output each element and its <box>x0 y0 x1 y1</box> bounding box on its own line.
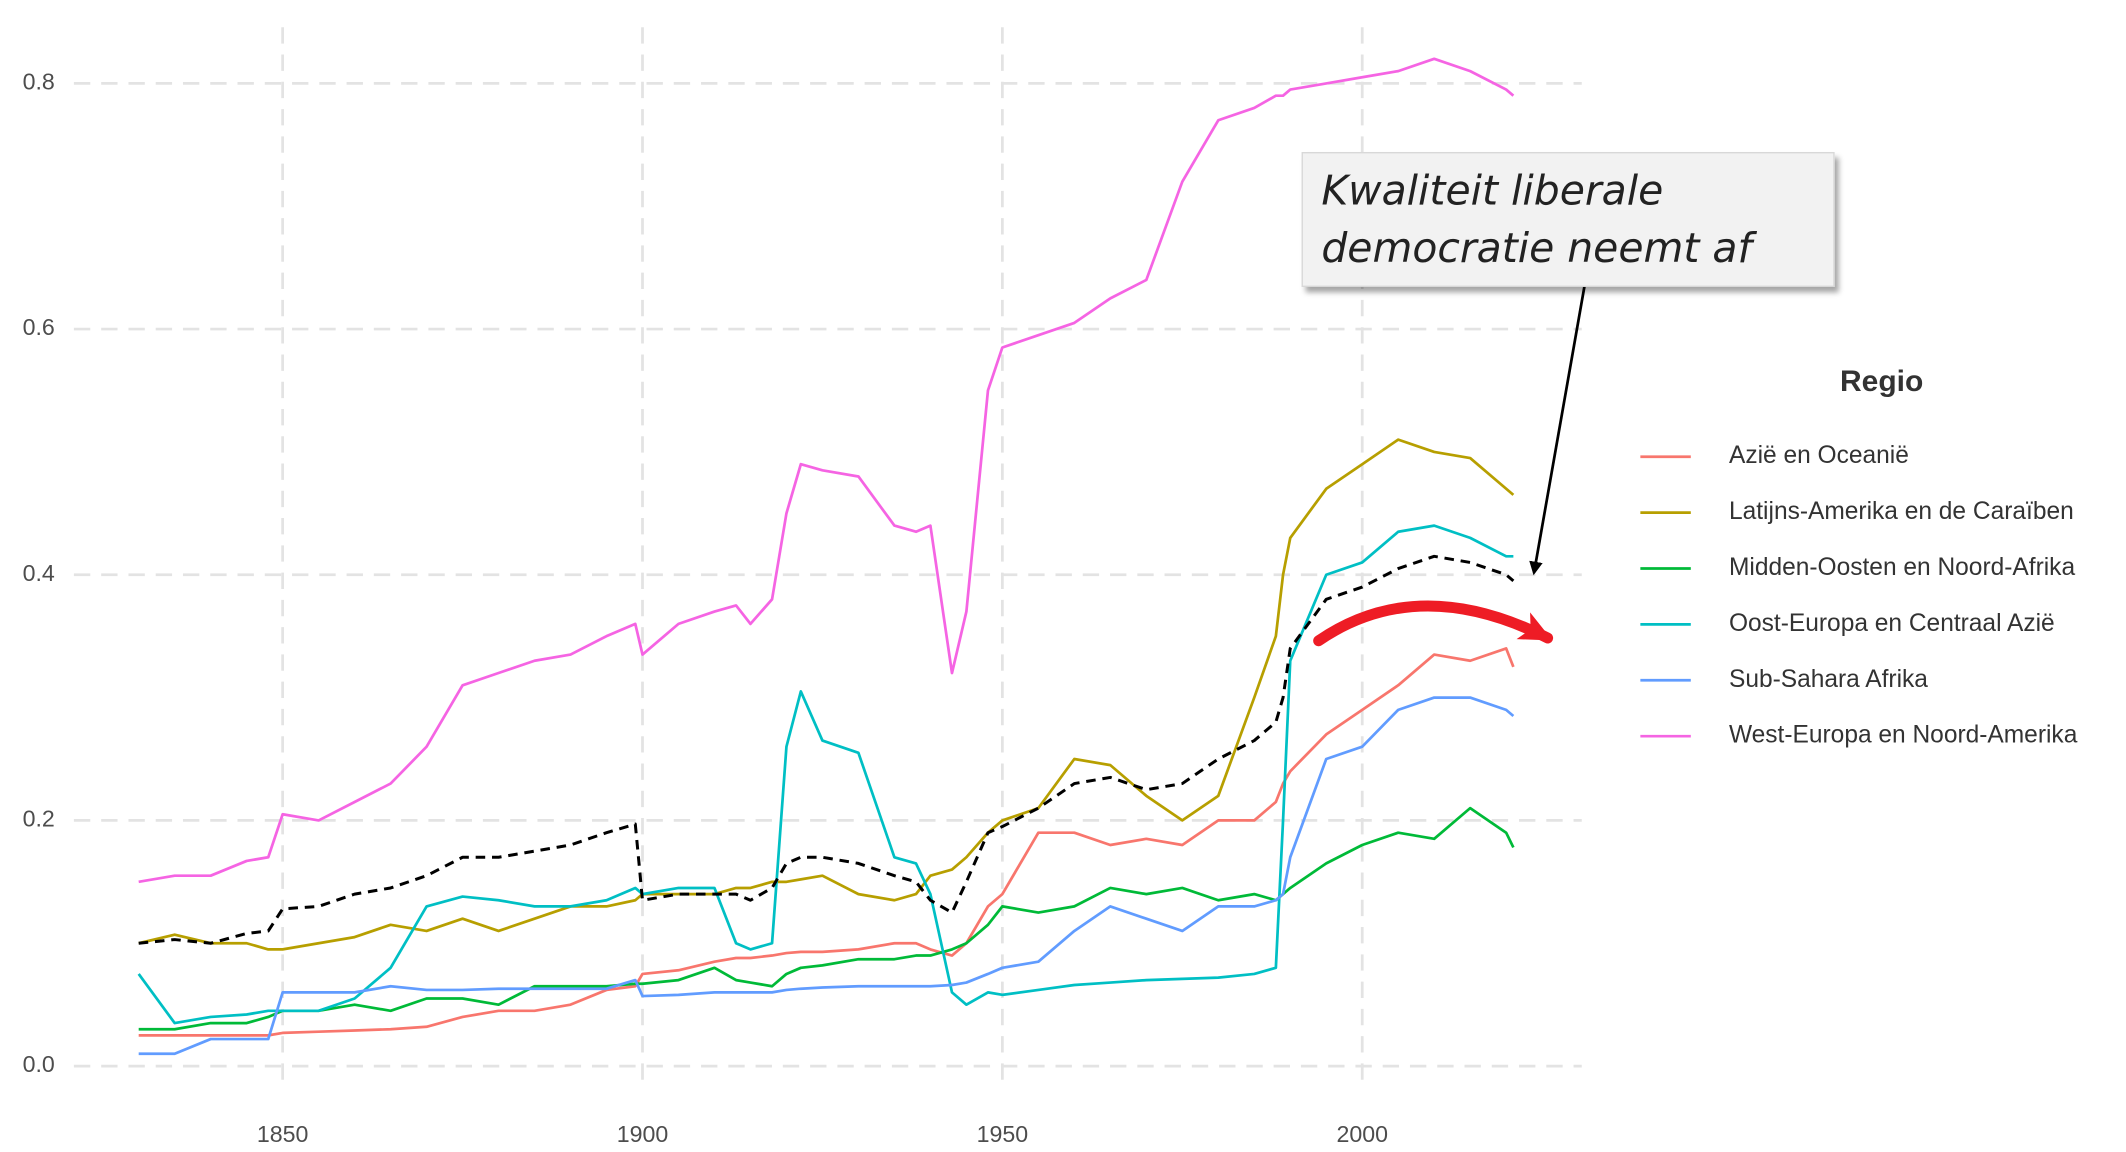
series-line <box>138 57 1515 884</box>
annotation-arrow <box>1529 286 1586 576</box>
legend-label: Latijns-Amerika en de Caraïben <box>1729 498 2074 525</box>
x-tick-label: 1950 <box>977 1121 1029 1147</box>
series-line <box>138 806 1515 1031</box>
y-tick-label: 0.8 <box>23 69 55 95</box>
legend-label: Midden-Oosten en Noord-Afrika <box>1729 554 2075 581</box>
dashed-line <box>138 554 1515 945</box>
legend-title: Regio <box>1840 365 1923 398</box>
x-tick-label: 2000 <box>1336 1121 1388 1147</box>
y-tick-label: 0.0 <box>23 1051 55 1077</box>
lines <box>137 57 1515 1056</box>
y-tick-label: 0.2 <box>23 806 55 832</box>
annotation-holder: Kwaliteit liberale democratie neemt af <box>1321 167 1752 273</box>
annotation-box <box>1301 152 1835 287</box>
y-tick-label: 0.4 <box>23 560 55 586</box>
series-line <box>138 696 1515 1056</box>
x-tick-label: 1900 <box>617 1121 669 1147</box>
y-tick-label: 0.6 <box>23 314 55 340</box>
legend-label: West-Europa en Noord-Amerika <box>1729 722 2078 749</box>
x-tick-label: 1850 <box>257 1121 309 1147</box>
legend-label: Sub-Sahara Afrika <box>1729 666 1928 693</box>
series-line <box>138 647 1515 1037</box>
series-line <box>138 438 1515 951</box>
trend-arrow <box>1313 600 1554 647</box>
legend: Regio Azië en Oceanië Latijns-Amerika en … <box>1640 365 2078 749</box>
legend-label: Oost-Europa en Centraal Azië <box>1729 610 2055 637</box>
series-line <box>137 524 1514 1025</box>
legend-label: Azië en Oceanië <box>1729 442 1909 469</box>
annotation: Kwaliteit liberale democratie neemt af <box>1321 167 1752 273</box>
